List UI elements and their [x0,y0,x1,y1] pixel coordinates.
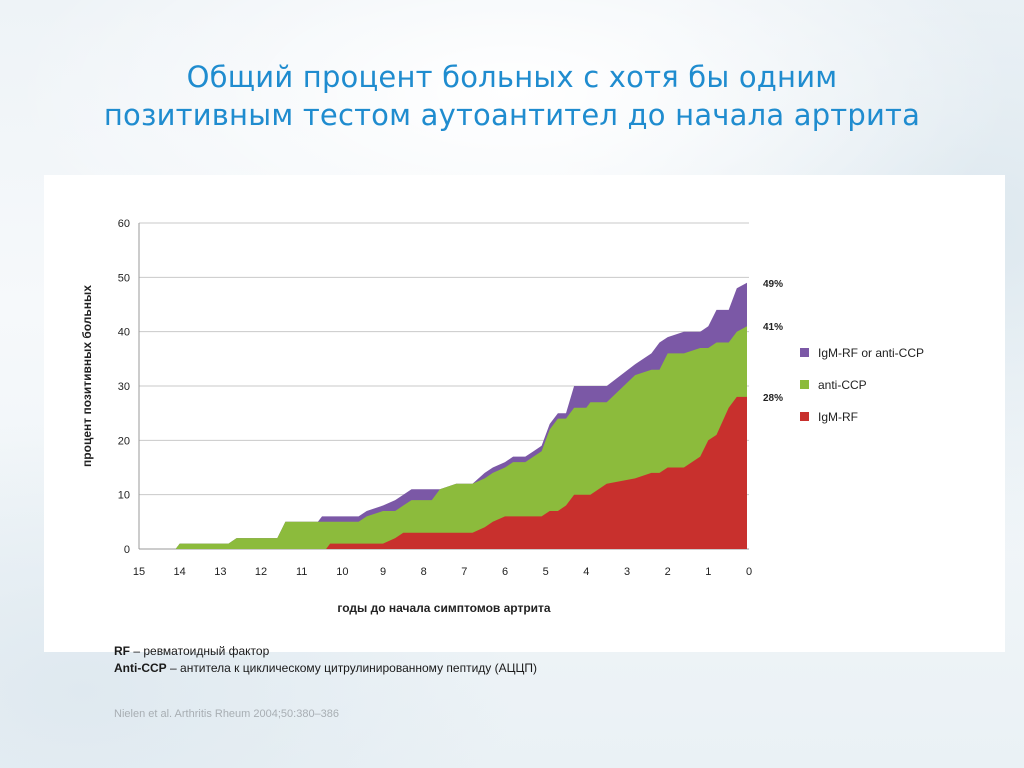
ccp-abbr: Anti-CCP [114,661,167,675]
legend-swatch [800,348,809,357]
x-tick-label: 13 [214,566,226,578]
y-tick-label: 40 [118,327,130,339]
x-tick-label: 11 [296,566,307,578]
chart-panel: 0 10 20 30 40 50 60 15 14 13 12 11 10 9 8 7 6 5 4 3 2 1 0 49% 41… [44,175,1005,652]
x-tick-label: 8 [421,566,427,578]
x-tick-label: 6 [502,566,508,578]
x-tick-label: 2 [665,566,671,578]
rf-text: – ревматоидный фактор [130,644,270,658]
source-citation: Nielen et al. Arthritis Rheum 2004;50:38… [114,708,340,720]
y-tick-label: 30 [118,381,130,393]
legend-swatch [800,412,809,421]
y-tick-label: 20 [118,435,130,447]
legend-label: anti-CCP [818,378,867,392]
series-end-label: 49% [763,279,783,290]
y-tick-label: 0 [124,544,130,556]
y-tick-label: 10 [118,490,130,502]
series-end-label: 28% [763,393,783,404]
x-axis-title: годы до начала симптомов артрита [337,601,551,615]
x-tick-label: 14 [174,566,186,578]
rf-note: RF – ревматоидный фактор [114,643,537,660]
series-end-label: 41% [763,322,783,333]
x-tick-label: 5 [543,566,549,578]
legend-label: IgM-RF [818,410,858,424]
y-axis-title: процент позитивных больных [80,285,94,467]
legend-label: IgM-RF or anti-CCP [818,346,924,360]
x-tick-label: 7 [461,566,467,578]
area-series-2 [326,396,747,549]
title-line-2: позитивным тестом аутоантител до начала … [103,98,921,132]
x-tick-label: 4 [583,566,589,578]
abbreviation-notes: RF – ревматоидный фактор Anti-CCP – анти… [114,643,537,677]
legend-swatch [800,380,809,389]
y-tick-label: 60 [118,218,130,230]
x-tick-label: 15 [133,566,145,578]
rf-abbr: RF [114,644,130,658]
x-tick-label: 12 [255,566,267,578]
ccp-text: – антитела к циклическому цитрулинирован… [166,661,537,675]
x-tick-label: 10 [336,566,348,578]
ccp-note: Anti-CCP – антитела к циклическому цитру… [114,660,537,677]
title-line-1: Общий процент больных с хотя бы одним [186,60,838,94]
y-tick-label: 50 [118,272,130,284]
slide-title: Общий процент больных с хотя бы одним по… [0,58,1024,134]
x-tick-label: 3 [624,566,630,578]
x-tick-label: 1 [705,566,711,578]
x-tick-label: 9 [380,566,386,578]
x-tick-label: 0 [746,566,752,578]
